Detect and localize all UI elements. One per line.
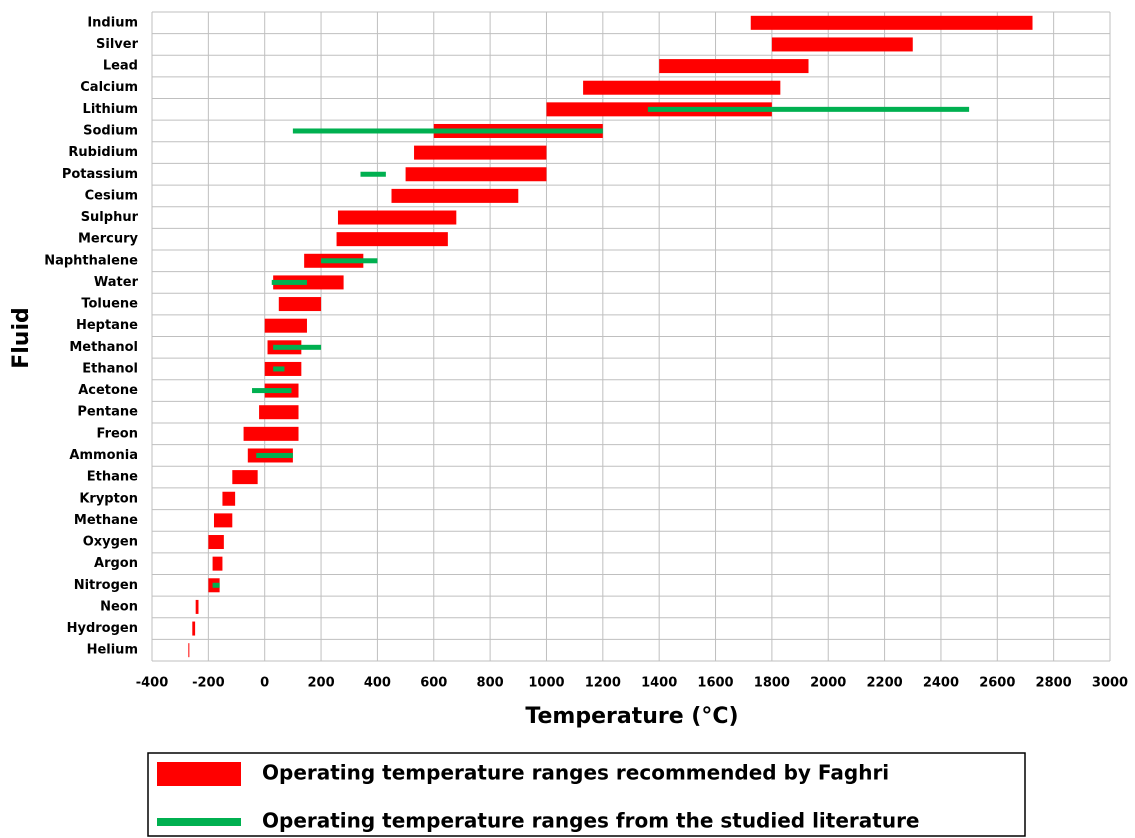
y-tick-label: Hydrogen xyxy=(67,621,138,636)
x-tick-label: 2600 xyxy=(979,676,1015,691)
legend-swatch xyxy=(157,762,241,786)
range-bar xyxy=(405,167,547,182)
range-bar xyxy=(256,452,293,458)
range-bar xyxy=(583,80,781,95)
legend-label: Operating temperature ranges recommended… xyxy=(262,761,889,785)
y-axis-label: Fluid xyxy=(9,307,34,369)
x-tick-label: 1000 xyxy=(528,676,564,691)
range-bar xyxy=(264,318,307,333)
legend-label: Operating temperature ranges from the st… xyxy=(262,809,920,833)
range-bar xyxy=(212,556,223,571)
range-bar xyxy=(213,513,233,528)
range-bar xyxy=(750,15,1033,30)
x-tick-label: 2800 xyxy=(1036,676,1072,691)
x-tick-label: 3000 xyxy=(1092,676,1128,691)
y-tick-label: Ammonia xyxy=(69,448,138,463)
range-bar xyxy=(391,188,519,203)
y-tick-label: Silver xyxy=(96,37,139,52)
y-tick-label: Calcium xyxy=(80,80,138,95)
range-bar xyxy=(360,171,386,177)
y-tick-label: Mercury xyxy=(78,232,139,247)
range-bar xyxy=(659,59,809,74)
x-tick-label: 600 xyxy=(420,676,447,691)
range-bar xyxy=(292,128,603,134)
range-bar xyxy=(222,491,236,506)
y-tick-label: Methanol xyxy=(69,340,138,355)
range-bar xyxy=(336,232,448,247)
y-tick-label: Ethane xyxy=(87,470,138,485)
range-bar xyxy=(273,366,285,372)
range-bar xyxy=(195,599,199,614)
y-tick-label: Pentane xyxy=(77,405,138,420)
x-tick-label: 1600 xyxy=(697,676,733,691)
y-tick-label: Sodium xyxy=(83,123,138,138)
range-bar xyxy=(337,210,457,225)
range-bar xyxy=(243,426,299,441)
x-tick-label: 2000 xyxy=(810,676,846,691)
y-tick-label: Indium xyxy=(87,15,138,30)
x-tick-label: 1800 xyxy=(754,676,790,691)
y-tick-label: Nitrogen xyxy=(74,578,138,593)
range-bar xyxy=(771,37,913,52)
y-tick-label: Ethanol xyxy=(82,361,138,376)
range-bar xyxy=(273,275,344,290)
range-bar xyxy=(252,388,292,394)
y-tick-label: Lead xyxy=(103,59,138,74)
x-tick-label: 2400 xyxy=(923,676,959,691)
x-tick-label: 2200 xyxy=(866,676,902,691)
range-bar xyxy=(259,405,299,420)
y-tick-label: Neon xyxy=(100,599,138,614)
range-bar xyxy=(273,344,322,350)
range-bar xyxy=(647,106,970,112)
y-tick-label: Naphthalene xyxy=(44,253,138,268)
x-axis-label: Temperature (°C) xyxy=(525,704,738,729)
y-tick-label: Heptane xyxy=(76,318,138,333)
y-tick-label: Cesium xyxy=(85,188,138,203)
y-tick-label: Lithium xyxy=(83,102,138,117)
x-tick-label: 0 xyxy=(260,676,269,691)
x-tick-label: 800 xyxy=(477,676,504,691)
range-bar xyxy=(414,145,547,160)
range-bar xyxy=(232,470,258,485)
x-tick-label: -200 xyxy=(192,676,225,691)
y-tick-label: Acetone xyxy=(78,383,138,398)
range-bar xyxy=(208,535,224,550)
y-tick-label: Sulphur xyxy=(81,210,139,225)
y-tick-label: Krypton xyxy=(79,491,138,506)
range-bar xyxy=(321,258,378,264)
range-bar xyxy=(271,279,307,285)
x-tick-label: 200 xyxy=(307,676,334,691)
range-bar xyxy=(278,297,322,312)
range-bar xyxy=(212,582,220,588)
y-tick-label: Rubidium xyxy=(68,145,138,160)
y-tick-label: Methane xyxy=(74,513,138,528)
y-tick-label: Water xyxy=(94,275,139,290)
y-tick-label: Toluene xyxy=(81,297,138,312)
legend-box xyxy=(147,752,1026,837)
y-tick-label: Oxygen xyxy=(83,535,138,550)
x-tick-label: -400 xyxy=(136,676,169,691)
range-bar xyxy=(192,621,196,636)
y-tick-label: Helium xyxy=(87,643,138,658)
y-tick-label: Freon xyxy=(97,426,138,441)
x-tick-label: 400 xyxy=(364,676,391,691)
range-bar xyxy=(188,643,190,658)
y-tick-label: Argon xyxy=(94,556,138,571)
legend-swatch xyxy=(157,818,241,826)
x-tick-label: 1200 xyxy=(585,676,621,691)
y-tick-label: Potassium xyxy=(62,167,138,182)
x-tick-label: 1400 xyxy=(641,676,677,691)
